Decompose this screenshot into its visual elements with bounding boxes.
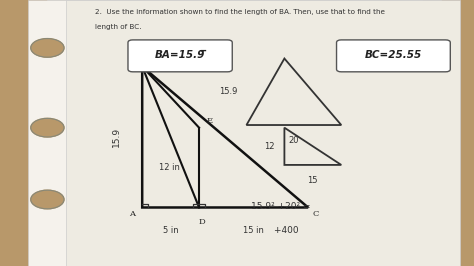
Text: length of BC.: length of BC. [95,24,141,30]
FancyBboxPatch shape [337,40,450,72]
Text: A: A [129,210,135,218]
Circle shape [31,118,64,137]
Text: B: B [135,53,140,61]
Text: E: E [206,117,212,125]
Text: BA=15.9̅: BA=15.9̅ [155,49,205,60]
FancyBboxPatch shape [47,0,441,266]
Text: 5 in: 5 in [163,226,178,235]
Text: BC=25.55: BC=25.55 [365,49,422,60]
Text: 20: 20 [289,136,299,145]
FancyBboxPatch shape [66,0,460,266]
Circle shape [31,39,64,57]
FancyBboxPatch shape [28,0,422,266]
Text: +400: +400 [251,226,299,235]
Text: 2.  Use the information shown to find the length of BA. Then, use that to find t: 2. Use the information shown to find the… [95,9,385,15]
Text: 12 in: 12 in [159,163,180,172]
Text: 12: 12 [264,142,275,151]
Text: 15.9: 15.9 [112,127,120,147]
Text: 15.9² +20² =: 15.9² +20² = [251,202,311,211]
Circle shape [31,190,64,209]
Text: 15: 15 [308,176,318,185]
Text: D: D [198,218,205,226]
Text: 15 in: 15 in [243,226,264,235]
Text: 15.9: 15.9 [219,87,237,96]
Text: C: C [313,210,319,218]
FancyBboxPatch shape [128,40,232,72]
